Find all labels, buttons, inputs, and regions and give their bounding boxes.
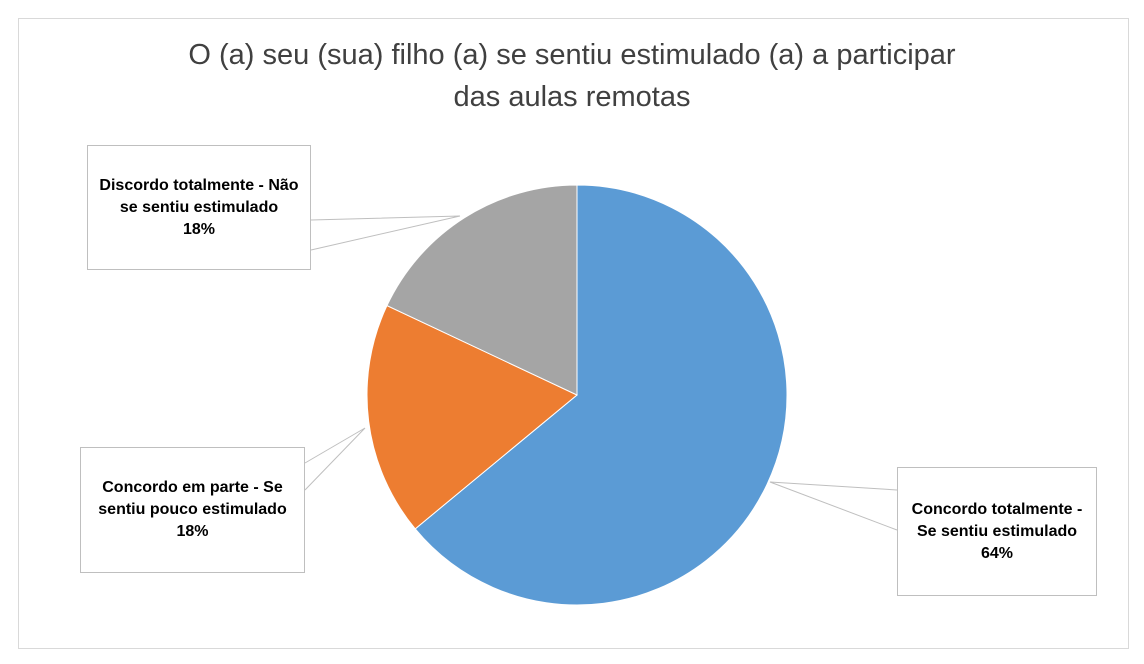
data-label: Discordo totalmente - Não se sentiu esti… — [87, 145, 311, 270]
value-label: 18% — [182, 220, 216, 238]
leader-line — [769, 481, 898, 531]
data-label: Concordo em parte - Se sentiu pouco esti… — [80, 447, 305, 573]
leader-line — [304, 427, 366, 491]
category-label: Concordo em parte - Se sentiu pouco esti… — [98, 479, 287, 518]
chart-title: O (a) seu (sua) filho (a) se sentiu esti… — [188, 39, 956, 113]
leader-line — [310, 215, 461, 251]
category-label: Concordo totalmente - Se sentiu estimula… — [911, 500, 1083, 540]
pie — [366, 184, 788, 606]
data-label: Concordo totalmente - Se sentiu estimula… — [897, 467, 1097, 596]
pie-slice — [366, 304, 578, 530]
category-label: Discordo totalmente - Não se sentiu esti… — [99, 176, 299, 216]
pie-slice — [386, 184, 578, 396]
value-label: 64% — [980, 544, 1014, 562]
pie-slice — [414, 184, 788, 606]
value-label: 18% — [176, 523, 209, 540]
